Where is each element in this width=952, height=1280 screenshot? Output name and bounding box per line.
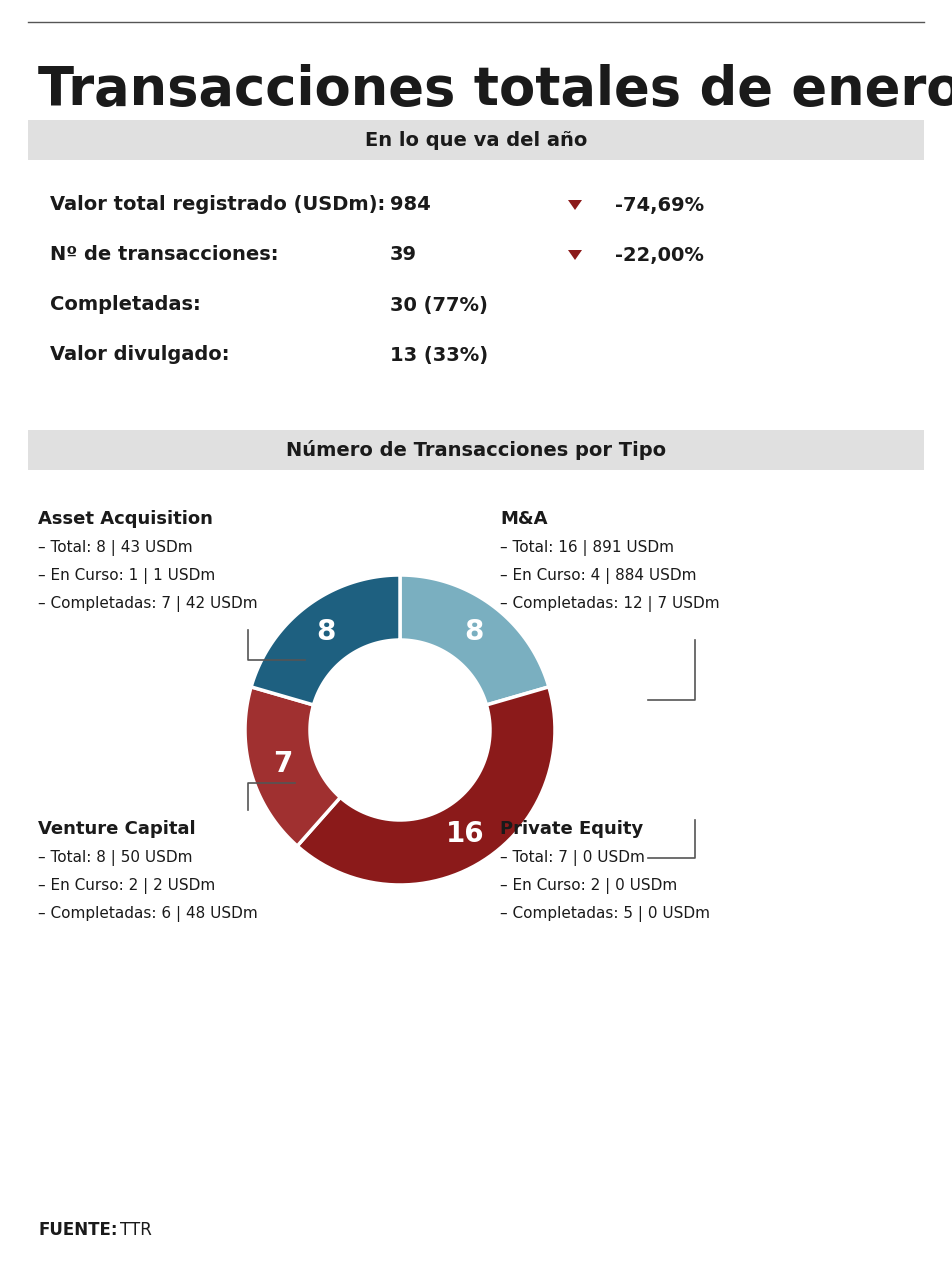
Polygon shape [297,687,555,884]
Text: Número de Transacciones por Tipo: Número de Transacciones por Tipo [286,440,666,460]
Text: -74,69%: -74,69% [615,196,704,215]
Text: 30 (77%): 30 (77%) [390,296,487,315]
Text: 7: 7 [272,750,292,778]
Text: – Total: 7 | 0 USDm: – Total: 7 | 0 USDm [500,850,645,867]
Text: – Completadas: 7 | 42 USDm: – Completadas: 7 | 42 USDm [38,596,258,612]
Text: Private Equity: Private Equity [500,820,644,838]
Text: – Completadas: 5 | 0 USDm: – Completadas: 5 | 0 USDm [500,906,710,922]
Text: 984: 984 [390,196,430,215]
Text: En lo que va del año: En lo que va del año [365,131,587,150]
Text: Valor divulgado:: Valor divulgado: [50,346,229,365]
Text: – En Curso: 1 | 1 USDm: – En Curso: 1 | 1 USDm [38,568,215,584]
Text: – Total: 16 | 891 USDm: – Total: 16 | 891 USDm [500,540,674,556]
Text: – Completadas: 12 | 7 USDm: – Completadas: 12 | 7 USDm [500,596,720,612]
Text: – En Curso: 2 | 0 USDm: – En Curso: 2 | 0 USDm [500,878,677,893]
Text: Venture Capital: Venture Capital [38,820,195,838]
Text: Completadas:: Completadas: [50,296,201,315]
Text: 16: 16 [446,819,485,847]
Text: -22,00%: -22,00% [615,246,704,265]
Text: 8: 8 [464,618,484,646]
Text: Asset Acquisition: Asset Acquisition [38,509,213,527]
Text: 8: 8 [317,618,336,646]
Text: 13 (33%): 13 (33%) [390,346,488,365]
Text: Transacciones totales de enero a abril: Transacciones totales de enero a abril [38,64,952,116]
Text: 39: 39 [390,246,417,265]
Polygon shape [568,250,582,260]
Text: M&A: M&A [500,509,547,527]
Polygon shape [251,575,400,705]
Text: – En Curso: 4 | 884 USDm: – En Curso: 4 | 884 USDm [500,568,697,584]
Text: FUENTE:: FUENTE: [38,1221,117,1239]
Polygon shape [568,200,582,210]
Bar [28,120,924,160]
Text: – Total: 8 | 50 USDm: – Total: 8 | 50 USDm [38,850,192,867]
Text: – Completadas: 6 | 48 USDm: – Completadas: 6 | 48 USDm [38,906,258,922]
Text: – Total: 8 | 43 USDm: – Total: 8 | 43 USDm [38,540,192,556]
Text: TTR: TTR [120,1221,152,1239]
Bar [28,430,924,470]
Polygon shape [245,687,340,846]
Text: Nº de transacciones:: Nº de transacciones: [50,246,279,265]
Text: – En Curso: 2 | 2 USDm: – En Curso: 2 | 2 USDm [38,878,215,893]
Text: Valor total registrado (USDm):: Valor total registrado (USDm): [50,196,386,215]
Polygon shape [400,575,549,705]
